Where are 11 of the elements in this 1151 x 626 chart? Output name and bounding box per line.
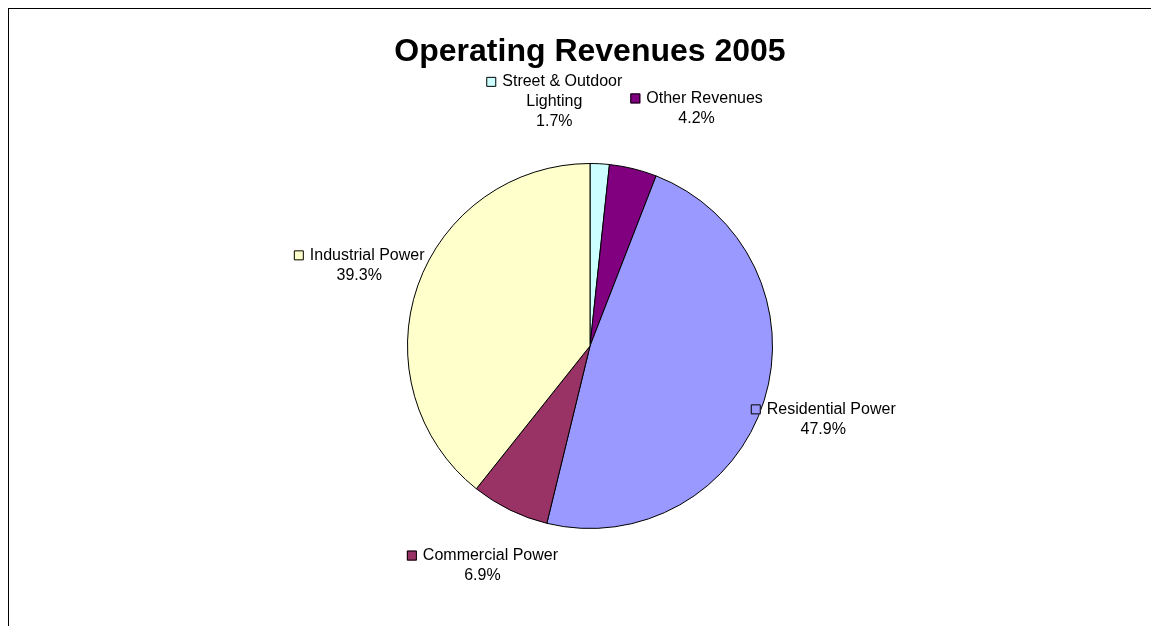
chart-title: Operating Revenues 2005 <box>394 31 786 68</box>
legend-label: Residential Power <box>766 399 897 417</box>
data-label: 1.7% <box>536 112 573 130</box>
data-label: 6.9% <box>464 565 501 583</box>
data-label: 4.2% <box>678 108 715 126</box>
data-label: 39.3% <box>336 265 382 283</box>
legend-label: Commercial Power <box>422 545 559 563</box>
data-label: 47.9% <box>800 419 846 437</box>
legend-label: Industrial Power <box>309 245 426 263</box>
legend-label: Street & Outdoor Lighting <box>502 72 623 110</box>
legend-label: Other Revenues <box>646 88 763 106</box>
